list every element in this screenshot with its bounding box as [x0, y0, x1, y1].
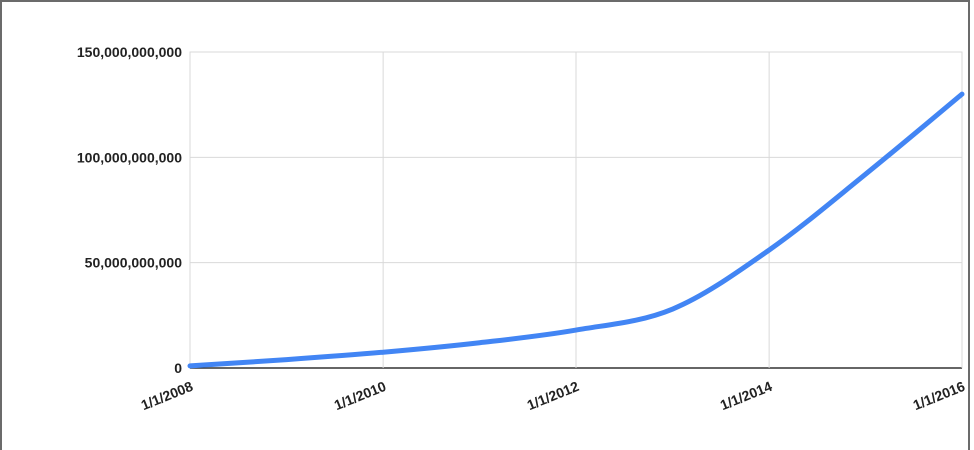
x-tick-label: 1/1/2008 [139, 378, 196, 413]
x-axis-ticks: 1/1/2008 1/1/2010 1/1/2012 1/1/2014 1/1/2016 [139, 378, 968, 413]
x-tick-label: 1/1/2012 [525, 378, 582, 413]
series-line [187, 91, 965, 369]
y-axis-ticks: 0 50,000,000,000 100,000,000,000 150,000,00… [77, 44, 182, 376]
grid-lines [189, 51, 963, 369]
y-tick-label: 150,000,000,000 [77, 44, 182, 60]
series-group [187, 91, 965, 369]
x-tick-label: 1/1/2010 [332, 378, 389, 413]
y-tick-label: 50,000,000,000 [85, 255, 183, 271]
x-tick-label: 1/1/2014 [718, 378, 775, 413]
y-tick-label: 100,000,000,000 [77, 149, 182, 165]
y-tick-label: 0 [174, 360, 182, 376]
x-tick-label: 1/1/2016 [911, 378, 968, 413]
